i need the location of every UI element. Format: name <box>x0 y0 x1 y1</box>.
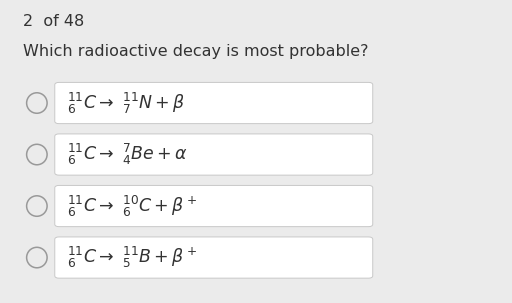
Text: $^{11}_{6}C \rightarrow\ ^{11}_{5}B + \beta^+$: $^{11}_{6}C \rightarrow\ ^{11}_{5}B + \b… <box>67 245 197 270</box>
FancyBboxPatch shape <box>55 134 373 175</box>
Text: $^{11}_{6}C \rightarrow\ ^{7}_{4}Be + \alpha$: $^{11}_{6}C \rightarrow\ ^{7}_{4}Be + \a… <box>67 142 187 167</box>
Ellipse shape <box>27 144 47 165</box>
Text: $^{11}_{6}C \rightarrow\ ^{10}_{6}C + \beta^+$: $^{11}_{6}C \rightarrow\ ^{10}_{6}C + \b… <box>67 194 197 218</box>
Ellipse shape <box>27 247 47 268</box>
FancyBboxPatch shape <box>55 237 373 278</box>
Ellipse shape <box>27 93 47 113</box>
Text: 2  of 48: 2 of 48 <box>23 14 84 29</box>
FancyBboxPatch shape <box>55 185 373 227</box>
Ellipse shape <box>27 196 47 216</box>
Text: $^{11}_{6}C \rightarrow\ ^{11}_{7}N + \beta$: $^{11}_{6}C \rightarrow\ ^{11}_{7}N + \b… <box>67 91 185 115</box>
FancyBboxPatch shape <box>55 82 373 124</box>
Text: Which radioactive decay is most probable?: Which radioactive decay is most probable… <box>23 44 369 59</box>
